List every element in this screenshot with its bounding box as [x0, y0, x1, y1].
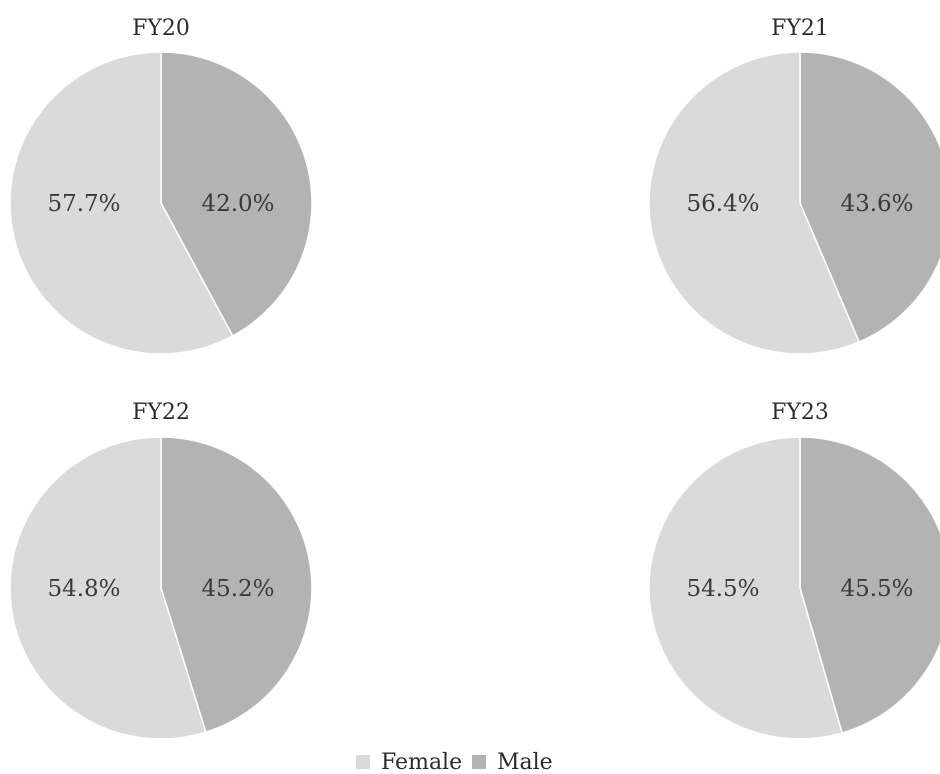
pie-fy21-label-female: 56.4% [686, 191, 759, 217]
pie-fy22: FY22 54.8% 45.2% [9, 400, 313, 740]
pie-title-fy20: FY20 [132, 16, 190, 41]
pie-fy23: FY23 54.5% 45.5% [648, 400, 940, 740]
pies-layer: FY20 57.7% 42.0% FY21 56.4% 43.6% FY22 54.8% 45.… [9, 16, 940, 740]
pie-title-fy23: FY23 [771, 400, 829, 425]
pie-fy20-label-female: 57.7% [47, 191, 120, 217]
pie-fy21-slice-male [799, 51, 940, 343]
pie-fy22-label-female: 54.8% [47, 576, 120, 602]
pie-fy22-slice-female [9, 436, 207, 740]
pie-fy20: FY20 57.7% 42.0% [9, 16, 313, 355]
pie-fy23-slice-male [799, 436, 940, 734]
pie-title-fy22: FY22 [132, 400, 190, 425]
pie-fy21-label-male: 43.6% [840, 191, 913, 217]
pie-fy22-slice-male [160, 436, 313, 734]
pie-fy20-slice-male [160, 51, 313, 337]
pie-fy23-label-male: 45.5% [840, 576, 913, 602]
pie-fy20-slice-female [9, 51, 234, 355]
pie-title-fy21: FY21 [771, 16, 829, 41]
pie-fy21-slice-female [648, 51, 861, 355]
pie-fy21: FY21 56.4% 43.6% [648, 16, 940, 355]
legend-label-male: Male [497, 750, 553, 774]
pie-fy23-label-female: 54.5% [686, 576, 759, 602]
legend-swatch-male [472, 755, 486, 769]
pie-fy23-slice-female [648, 436, 844, 740]
pie-fy22-label-male: 45.2% [201, 576, 274, 602]
legend-label-female: Female [381, 750, 462, 774]
pie-fy20-label-male: 42.0% [201, 191, 274, 217]
legend-swatch-female [356, 755, 370, 769]
legend: Female Male [356, 750, 553, 774]
